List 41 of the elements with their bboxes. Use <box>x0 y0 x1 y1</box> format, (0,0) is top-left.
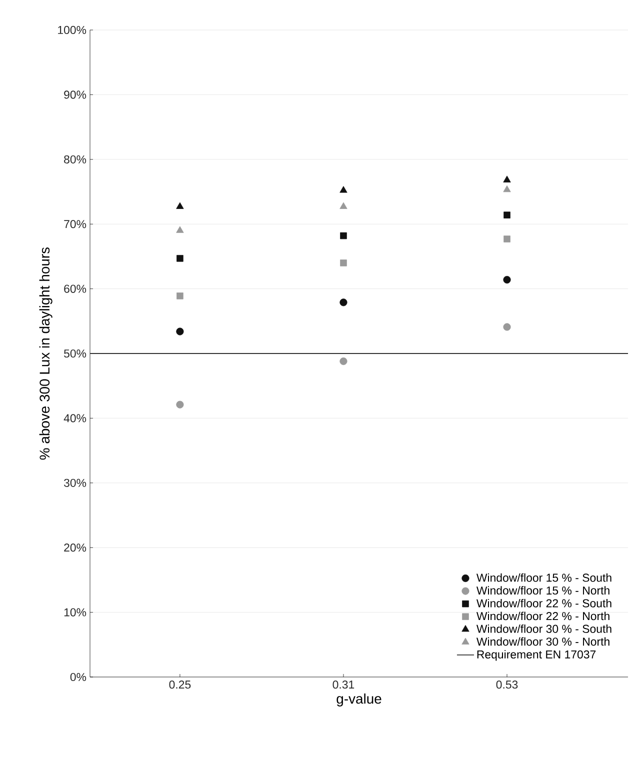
point <box>503 185 511 192</box>
y-tick-label: 100% <box>58 26 86 34</box>
legend-label: Window/floor 30 % - South <box>476 624 612 633</box>
point <box>504 236 510 242</box>
y-tick-label: 10% <box>64 608 86 616</box>
x-tick-label: 0.53 <box>496 680 518 689</box>
point <box>340 186 348 193</box>
point <box>503 323 511 331</box>
point <box>340 260 347 266</box>
y-tick-label: 50% <box>64 349 86 358</box>
point <box>340 298 348 306</box>
y-tick-label: 20% <box>64 544 86 552</box>
y-tick-label: 30% <box>64 478 86 487</box>
legend-label: Window/floor 15 % - North <box>476 586 610 595</box>
y-tick-label: 0% <box>70 672 86 682</box>
x-axis-title: g-value <box>336 693 382 706</box>
point <box>176 400 184 408</box>
y-tick-label: 80% <box>64 155 86 164</box>
y-axis-title: % above 300 Lux in daylight hours <box>39 247 52 460</box>
point <box>340 357 348 366</box>
y-tick-label: 70% <box>64 220 86 228</box>
point <box>176 226 184 233</box>
point <box>176 292 184 300</box>
legend-label: Window/floor 30 % - North <box>476 637 610 646</box>
legend-label: Window/floor 22 % - North <box>476 612 610 620</box>
point <box>503 176 511 182</box>
x-tick-label: 0.31 <box>332 680 354 689</box>
point <box>176 254 184 262</box>
y-tick-label: 40% <box>64 414 86 422</box>
legend-label: Window/floor 22 % - South <box>476 598 612 608</box>
y-tick-label: 90% <box>64 90 86 99</box>
y-tick-label: 60% <box>64 284 86 293</box>
point <box>504 212 510 218</box>
legend-label: Requirement EN 17037 <box>477 650 596 661</box>
point <box>503 276 511 284</box>
point <box>176 328 184 336</box>
point <box>176 202 184 209</box>
x-tick-label: 0.25 <box>169 680 191 689</box>
point <box>340 202 348 209</box>
point <box>340 232 347 240</box>
legend-label: Window/floor 15 % - South <box>476 573 612 582</box>
